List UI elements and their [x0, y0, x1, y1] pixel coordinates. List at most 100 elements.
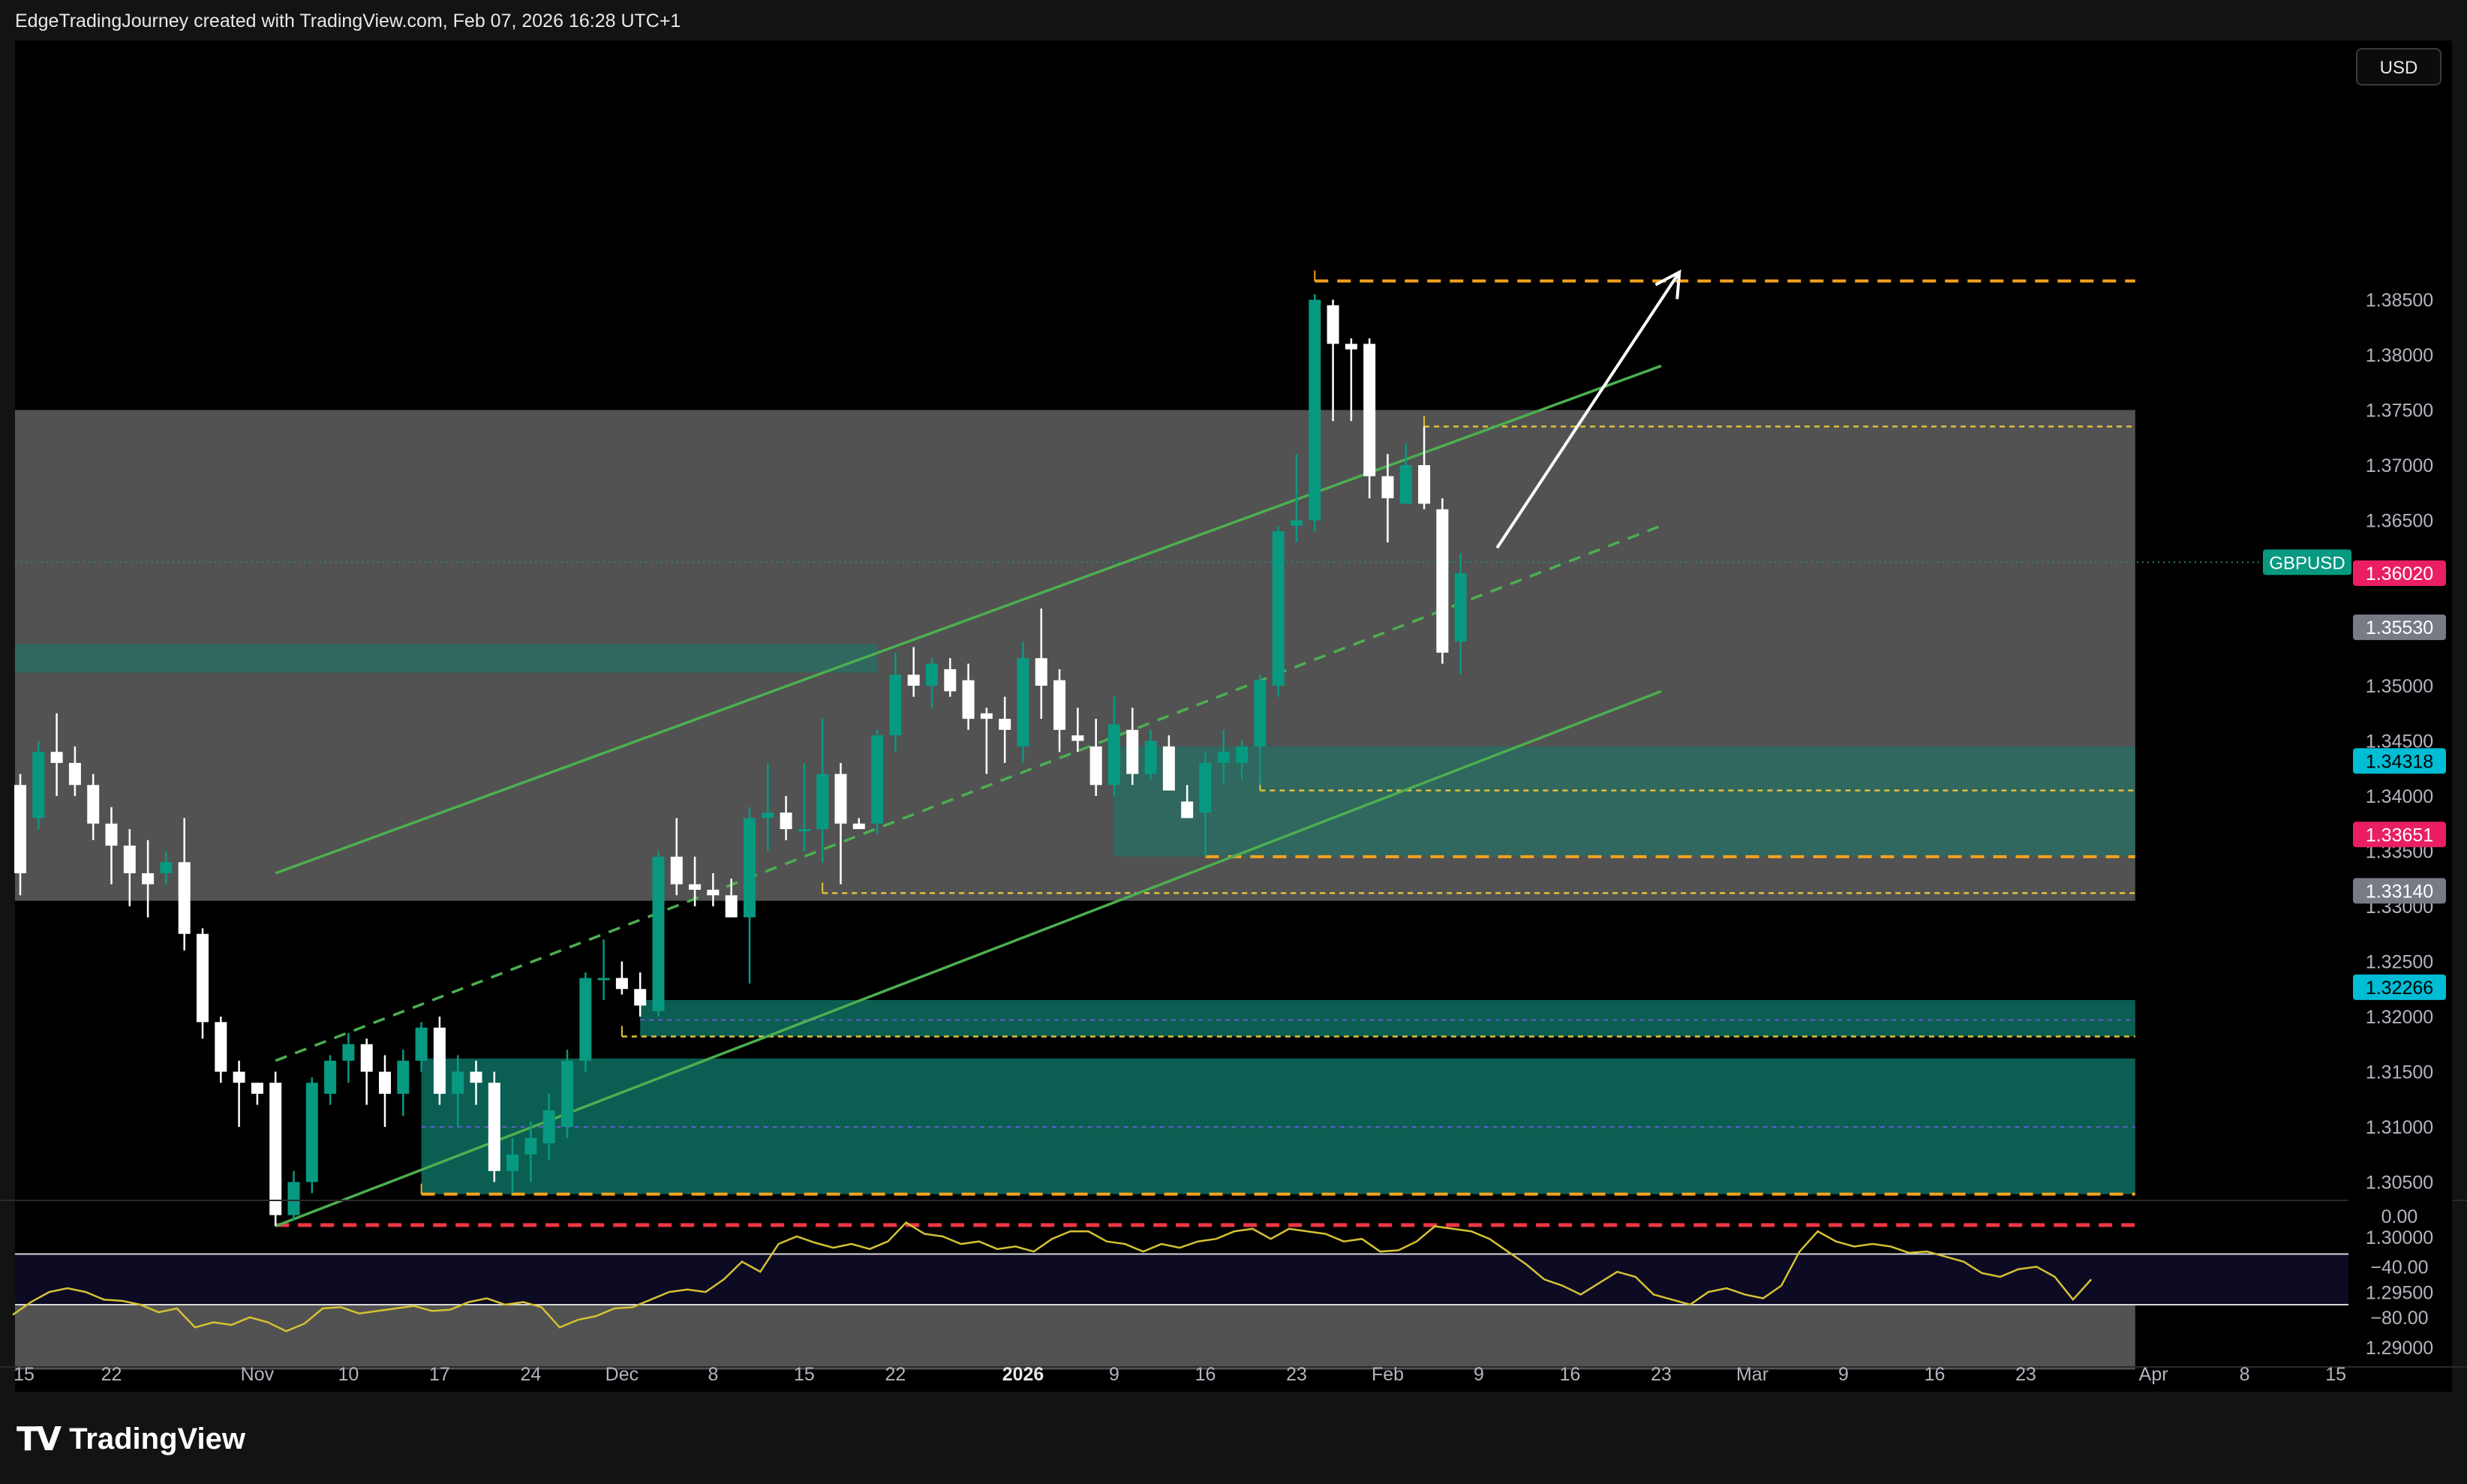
candle-60 — [1108, 696, 1120, 796]
candle-body — [670, 856, 683, 885]
candle-body — [725, 895, 738, 918]
levels-layer — [275, 270, 2135, 1227]
price-tick-label-11: 1.32000 — [2366, 1007, 2433, 1028]
candle-43 — [798, 762, 810, 852]
candle-50 — [926, 658, 938, 708]
candle-34 — [634, 972, 647, 1017]
candle-76 — [1399, 443, 1412, 504]
time-tick-label-13: 23 — [1286, 1364, 1307, 1385]
candle-body — [415, 1027, 428, 1061]
candle-body — [652, 856, 665, 1011]
time-tick-label-20: 16 — [1925, 1364, 1946, 1385]
price-badge-label-3: 1.33651 — [2366, 825, 2433, 846]
candle-79 — [1454, 553, 1467, 675]
candle-45 — [834, 762, 847, 885]
price-badge-label-2: 1.34318 — [2366, 751, 2433, 772]
candle-body — [944, 668, 957, 692]
time-tick-label-3: 10 — [338, 1364, 359, 1385]
candles-layer — [14, 294, 1467, 1227]
candle-74 — [1363, 338, 1376, 499]
price-badge-4 — [2353, 878, 2446, 904]
candle-body — [470, 1071, 482, 1083]
right-border — [2452, 41, 2467, 1392]
time-tick-label-2: Nov — [241, 1364, 275, 1385]
candle-15 — [287, 1170, 300, 1221]
candle-63 — [1162, 735, 1175, 791]
candle-13 — [251, 1083, 263, 1105]
candle-59 — [1089, 719, 1102, 796]
channel-middle-line — [275, 524, 1662, 1062]
price-badge-1 — [2353, 614, 2446, 641]
candle-32 — [597, 939, 610, 1000]
candle-body — [907, 674, 920, 686]
candle-body — [142, 873, 155, 885]
time-tick-label-4: 17 — [429, 1364, 450, 1385]
candle-body — [689, 884, 702, 890]
candle-body — [834, 774, 847, 824]
candle-body — [197, 933, 209, 1023]
candle-body — [506, 1154, 519, 1171]
price-tick-label-16: 1.29500 — [2366, 1283, 2433, 1304]
candle-body — [889, 674, 902, 736]
rsi-panel — [0, 1200, 2467, 1332]
candle-body — [1199, 762, 1212, 813]
candle-17 — [324, 1055, 337, 1105]
price-tick-label-1: 1.38000 — [2366, 345, 2433, 366]
chart-canvas[interactable]: 1.38500 1.38000 1.37500 1.37000 1.36500 1.350… — [0, 0, 2467, 1392]
time-tick-label-1: 22 — [101, 1364, 122, 1385]
tradingview-logo[interactable]: TV TradingView — [17, 1420, 245, 1458]
candle-68 — [1254, 674, 1267, 786]
candle-12 — [233, 1060, 245, 1127]
chart-credit-text: EdgeTradingJourney created with TradingV… — [15, 11, 681, 32]
zone-3 — [640, 999, 2135, 1037]
time-tick-label-24: 15 — [2325, 1364, 2346, 1385]
candle-body — [852, 823, 865, 830]
channel-upper-line — [275, 365, 1662, 875]
price-badge-label-1: 1.35530 — [2366, 617, 2433, 638]
candle-54 — [999, 696, 1011, 763]
zone-1 — [15, 644, 878, 673]
currency-button[interactable]: USD — [2356, 48, 2441, 86]
candle-body — [962, 680, 975, 719]
candle-53 — [980, 707, 993, 774]
tradingview-logo-icon: TV — [17, 1420, 62, 1458]
candle-64 — [1181, 785, 1194, 819]
candle-body — [342, 1044, 355, 1061]
candle-body — [287, 1182, 300, 1215]
candle-body — [397, 1060, 410, 1094]
candle-8 — [160, 851, 173, 885]
price-axis[interactable]: 1.38500 1.38000 1.37500 1.37000 1.36500 1.350… — [2263, 41, 2452, 1392]
candle-body — [1071, 735, 1084, 741]
candle-31 — [579, 972, 592, 1072]
candle-26 — [488, 1071, 500, 1182]
candle-body — [561, 1060, 573, 1127]
candle-27 — [506, 1137, 519, 1194]
candle-body — [1291, 520, 1303, 526]
candle-body — [926, 663, 938, 686]
candle-body — [542, 1110, 555, 1144]
price-badge-0 — [2353, 560, 2446, 587]
candle-18 — [342, 1033, 355, 1083]
candle-body — [1017, 658, 1029, 747]
candle-body — [215, 1022, 227, 1072]
candle-2 — [50, 713, 63, 796]
candle-75 — [1381, 454, 1394, 542]
candle-65 — [1199, 752, 1212, 857]
candle-78 — [1436, 498, 1449, 664]
arrow-layer — [1495, 269, 1681, 549]
candle-body — [744, 818, 756, 918]
time-axis[interactable]: 15 22 Nov 10 17 24 Dec 8 15 22 2026 9 16 23 Feb 9 16 23 Ma… — [0, 1364, 2467, 1385]
candle-19 — [360, 1038, 373, 1105]
rsi-tick-label-1: −40.00 — [2370, 1257, 2428, 1278]
price-tick-label-17: 1.29000 — [2366, 1338, 2433, 1359]
time-tick-label-7: 8 — [708, 1364, 718, 1385]
candle-16 — [305, 1077, 318, 1194]
candle-body — [14, 785, 26, 873]
time-tick-label-22: Apr — [2139, 1364, 2168, 1385]
candle-41 — [762, 762, 774, 852]
candle-body — [980, 713, 993, 719]
candle-body — [1108, 724, 1120, 786]
candle-body — [32, 752, 45, 819]
price-badge-3 — [2353, 822, 2446, 848]
candle-body — [488, 1083, 500, 1171]
